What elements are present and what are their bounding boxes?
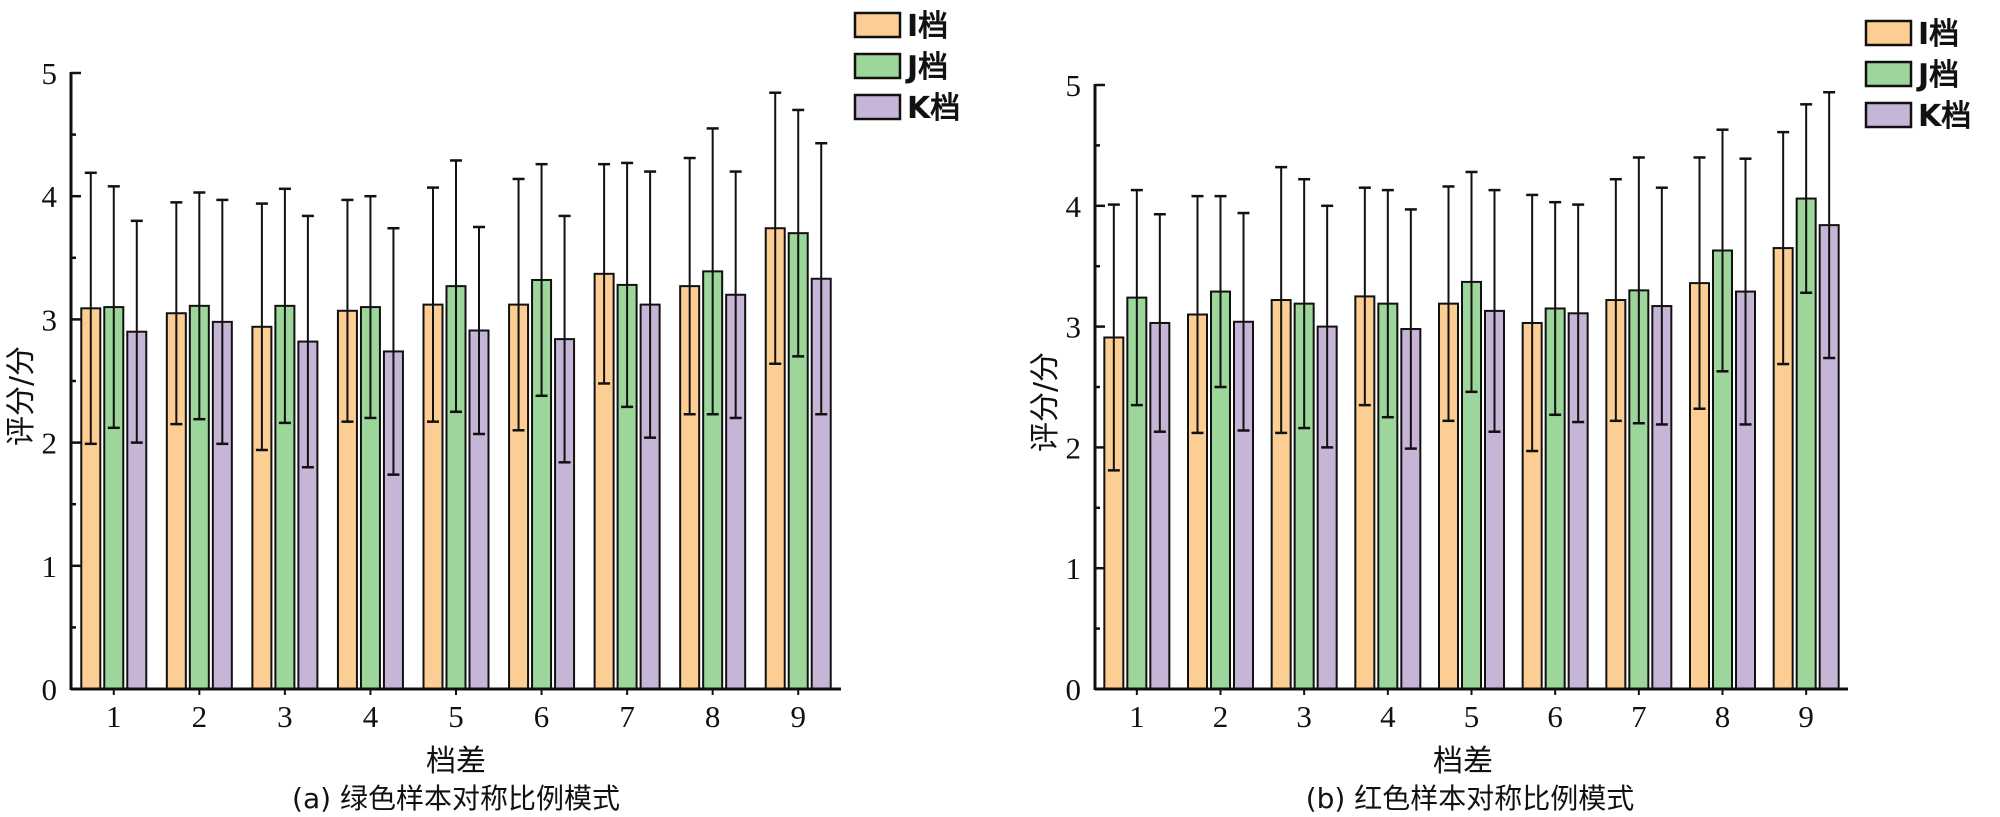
legend-swatch bbox=[853, 11, 902, 39]
x-tick-label: 4 bbox=[363, 699, 379, 734]
x-tick-label: 7 bbox=[1631, 699, 1647, 734]
x-tick-label: 1 bbox=[106, 699, 122, 734]
x-tick-label: 8 bbox=[705, 699, 721, 734]
x-axis-label: 档差 bbox=[426, 744, 486, 779]
x-tick-label: 1 bbox=[1129, 699, 1145, 734]
x-tick-label: 5 bbox=[448, 699, 464, 734]
chart-caption: (a) 绿色样本对称比例模式 bbox=[292, 782, 620, 815]
x-tick-label: 4 bbox=[1380, 699, 1396, 734]
legend-label: K档 bbox=[907, 91, 960, 126]
x-tick-label: 6 bbox=[534, 699, 550, 734]
x-tick-label: 9 bbox=[1798, 699, 1814, 734]
legend-label: J档 bbox=[1916, 58, 1959, 93]
y-tick-label: 0 bbox=[1066, 672, 1082, 707]
x-tick-label: 5 bbox=[1464, 699, 1480, 734]
x-axis-label: 档差 bbox=[1433, 744, 1493, 779]
chart-b: 0 1 2 3 4 5 1 2 3 4 5 6 7 8 9 评分/分档差(b) 红色样本对称比例模式 I档 J档 K… bbox=[1028, 17, 1971, 815]
y-tick-label: 3 bbox=[1066, 310, 1082, 345]
y-axis-label: 评分/分 bbox=[4, 346, 39, 446]
legend-label: I档 bbox=[1918, 17, 1959, 52]
x-tick-label: 9 bbox=[790, 699, 806, 734]
legend-label: I档 bbox=[907, 9, 948, 44]
x-tick-label: 2 bbox=[1213, 699, 1229, 734]
x-tick-label: 6 bbox=[1547, 699, 1563, 734]
legend-swatch bbox=[1864, 19, 1913, 47]
x-tick-label: 3 bbox=[277, 699, 293, 734]
y-tick-label: 1 bbox=[1066, 551, 1082, 586]
legend-swatch bbox=[853, 93, 902, 121]
x-tick-label: 7 bbox=[619, 699, 635, 734]
y-tick-label: 4 bbox=[42, 179, 58, 214]
legend: I档 J档 K档 bbox=[853, 9, 960, 126]
y-tick-label: 2 bbox=[1066, 430, 1082, 465]
x-tick-label: 8 bbox=[1715, 699, 1731, 734]
x-tick-label: 3 bbox=[1296, 699, 1312, 734]
legend-swatch bbox=[1864, 60, 1913, 88]
legend: I档 J档 K档 bbox=[1864, 17, 1971, 134]
y-tick-label: 5 bbox=[42, 56, 58, 91]
y-tick-label: 1 bbox=[42, 549, 58, 584]
y-tick-label: 5 bbox=[1066, 68, 1082, 103]
legend-swatch bbox=[1864, 101, 1913, 129]
y-tick-label: 4 bbox=[1066, 189, 1082, 224]
legend-swatch bbox=[853, 52, 902, 80]
y-tick-label: 3 bbox=[42, 302, 58, 337]
y-tick-label: 2 bbox=[42, 426, 58, 461]
chart-caption: (b) 红色样本对称比例模式 bbox=[1306, 782, 1635, 815]
y-tick-label: 0 bbox=[42, 672, 58, 707]
x-tick-label: 2 bbox=[192, 699, 208, 734]
legend-label: K档 bbox=[1918, 99, 1971, 134]
chart-a: 0 1 2 3 4 5 1 2 3 4 5 6 7 8 9 评分/分档差(a) 绿色样本对称比例模式 I档 J档 K… bbox=[4, 9, 960, 815]
legend-label: J档 bbox=[905, 50, 948, 85]
y-axis-label: 评分/分 bbox=[1028, 352, 1063, 452]
